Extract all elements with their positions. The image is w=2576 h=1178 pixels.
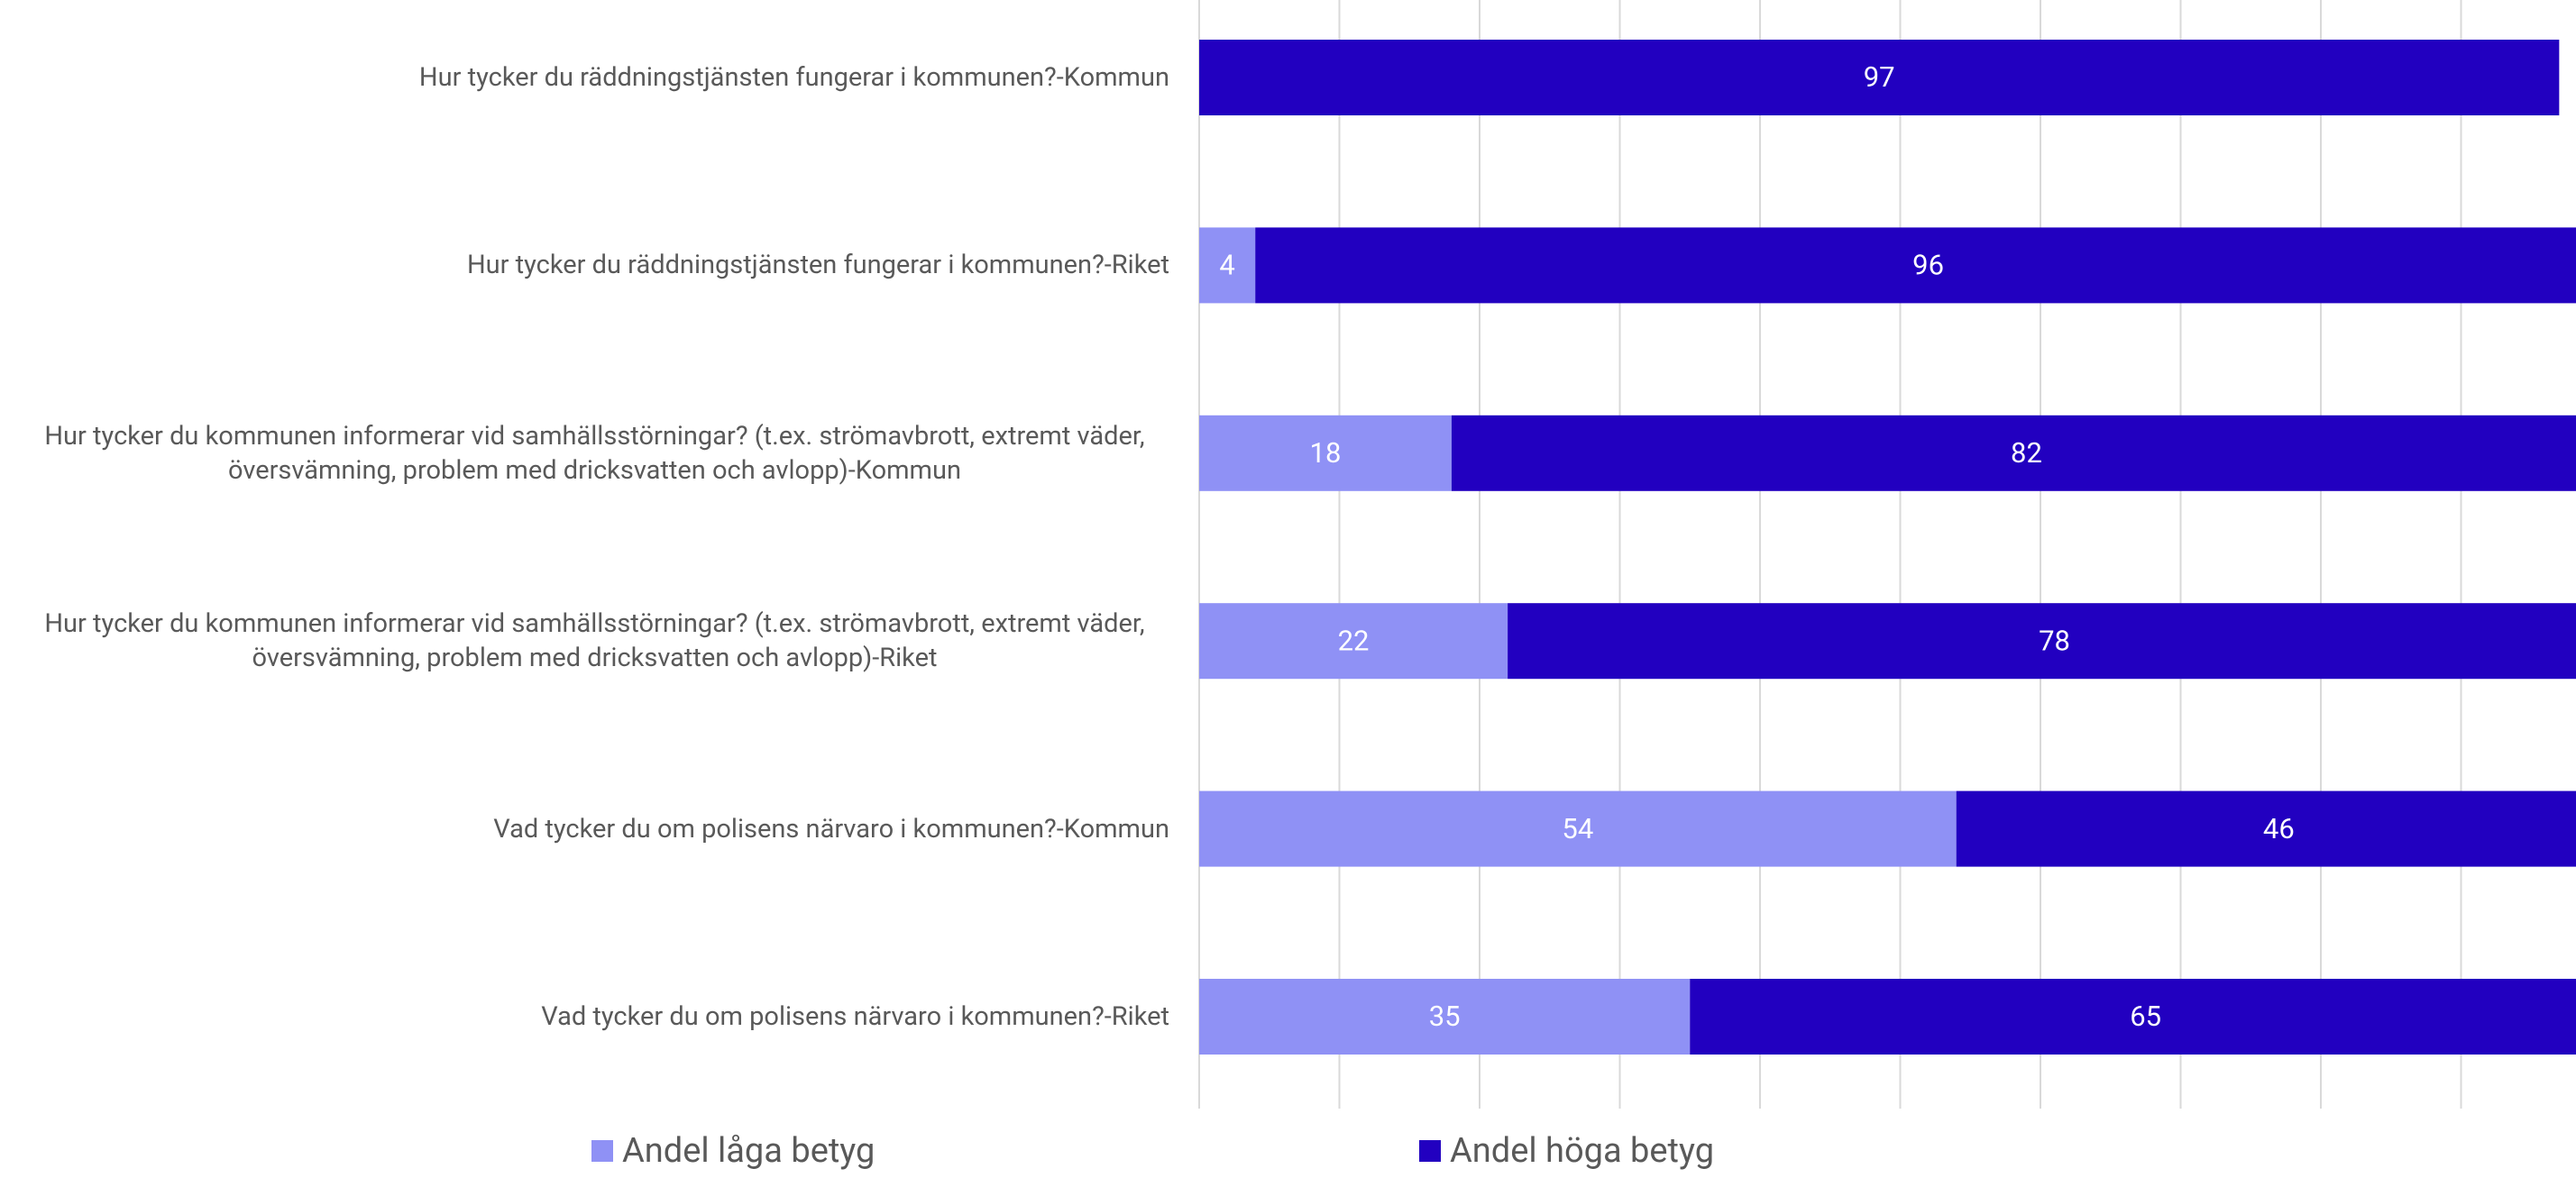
bar-segment [1199, 603, 1508, 680]
category-text: Vad tycker du om polisens närvaro i komm… [541, 1001, 1169, 1032]
legend-label: Andel låga betyg [622, 1131, 875, 1171]
category-text: Hur tycker du räddningstjänsten fungerar… [418, 62, 1169, 93]
data-label: 22 [1338, 624, 1370, 657]
legend-item: Andel låga betyg [591, 1131, 875, 1171]
bar-segment [1956, 790, 2576, 867]
bar-segment [1199, 40, 2560, 115]
data-label: 4 [1219, 249, 1234, 282]
category-label: Hur tycker du räddningstjänsten fungerar… [15, 60, 1169, 95]
category-text: Hur tycker du kommunen informerar vid sa… [44, 420, 1145, 486]
category-label: Vad tycker du om polisens närvaro i komm… [15, 812, 1169, 846]
legend-label: Andel höga betyg [1450, 1131, 1715, 1171]
bar-segment [1199, 227, 1256, 304]
bar-segment [1255, 227, 2576, 304]
data-label: 65 [2130, 1000, 2161, 1033]
legend-swatch [591, 1140, 613, 1162]
data-label: 82 [2011, 436, 2042, 470]
category-text: Hur tycker du räddningstjänsten fungerar… [466, 250, 1169, 281]
bar-segment [1199, 790, 1957, 867]
data-label: 35 [1429, 1000, 1461, 1033]
data-label: 18 [1310, 436, 1342, 470]
bar-segment [1199, 979, 1691, 1055]
category-text: Vad tycker du om polisens närvaro i komm… [493, 813, 1169, 845]
bar-segment [1451, 415, 2576, 491]
category-label: Hur tycker du kommunen informerar vid sa… [15, 419, 1169, 488]
category-label: Hur tycker du räddningstjänsten fungerar… [15, 248, 1169, 282]
legend-item: Andel höga betyg [1419, 1131, 1714, 1171]
bar-segment [1508, 603, 2576, 680]
bar-segment [1199, 415, 1452, 491]
category-text: Hur tycker du kommunen informerar vid sa… [44, 608, 1145, 674]
data-label: 97 [1864, 60, 1895, 94]
bar-segment [1690, 979, 2576, 1055]
data-label: 96 [1912, 249, 1944, 282]
data-label: 46 [2263, 812, 2295, 845]
category-label: Hur tycker du kommunen informerar vid sa… [15, 607, 1169, 675]
category-label: Vad tycker du om polisens närvaro i komm… [15, 1000, 1169, 1034]
data-label: 78 [2039, 624, 2070, 657]
legend-swatch [1419, 1140, 1441, 1162]
data-label: 54 [1562, 812, 1593, 845]
